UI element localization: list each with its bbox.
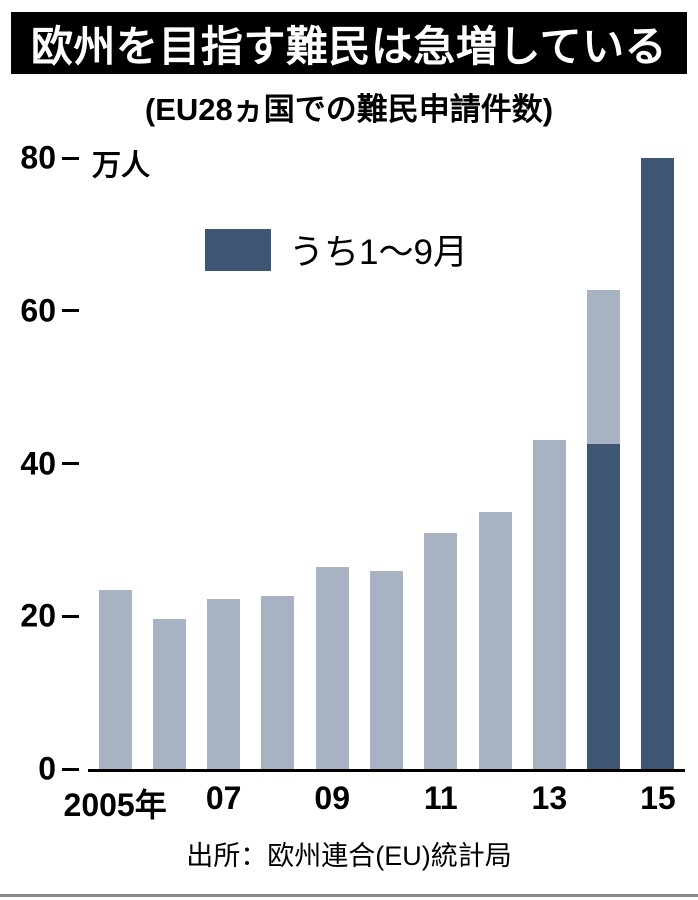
- y-tick-mark: [62, 767, 79, 771]
- bar-annual-total: [98, 589, 132, 769]
- y-tick-mark: [62, 156, 79, 160]
- chart-title: 欧州を目指す難民は急増している: [30, 22, 668, 70]
- bar-annual-total: [315, 567, 349, 769]
- chart-title-bar: 欧州を目指す難民は急増している: [11, 12, 687, 74]
- bar-jan-sep: [587, 444, 621, 769]
- plot-area: [88, 158, 685, 772]
- bar-annual-total: [424, 533, 458, 769]
- x-tick-label: 15: [640, 780, 676, 816]
- y-tick-label: 40: [20, 445, 56, 481]
- y-tick-label: 60: [20, 292, 56, 329]
- bar-annual-total: [261, 596, 295, 769]
- legend-label: うち1～9月: [289, 233, 468, 272]
- bar-annual-total: [532, 439, 566, 769]
- y-tick-label: 20: [20, 597, 56, 634]
- y-tick-label: 0: [38, 750, 56, 787]
- y-axis-unit-label: 万人: [92, 150, 151, 182]
- bottom-rule: [0, 894, 698, 897]
- bar-annual-total: [478, 512, 512, 769]
- x-tick-label: 2005年: [63, 787, 167, 823]
- bar-annual-total: [152, 618, 186, 769]
- source-note: 出所：欧州連合(EU)統計局: [186, 841, 512, 871]
- y-tick-mark: [62, 462, 79, 465]
- y-axis: 0 20 40 60 80: [0, 140, 88, 787]
- x-tick-label: 13: [531, 780, 568, 816]
- y-tick-mark: [62, 309, 79, 313]
- y-tick-label: 80: [20, 139, 56, 176]
- x-tick-label: 09: [314, 780, 351, 816]
- bar-jan-sep: [641, 158, 675, 769]
- x-tick-label: 07: [205, 780, 242, 816]
- y-tick-mark: [62, 614, 79, 618]
- x-axis: 2005年 07 09 11 13 15: [64, 780, 685, 823]
- legend: うち1～9月: [205, 224, 468, 275]
- legend-swatch: [205, 228, 271, 271]
- chart-subtitle: (EU28ヵ国での難民申請件数): [144, 92, 554, 127]
- bar-annual-total: [207, 598, 241, 769]
- bar-annual-total: [370, 571, 403, 769]
- x-tick-label: 11: [423, 780, 458, 816]
